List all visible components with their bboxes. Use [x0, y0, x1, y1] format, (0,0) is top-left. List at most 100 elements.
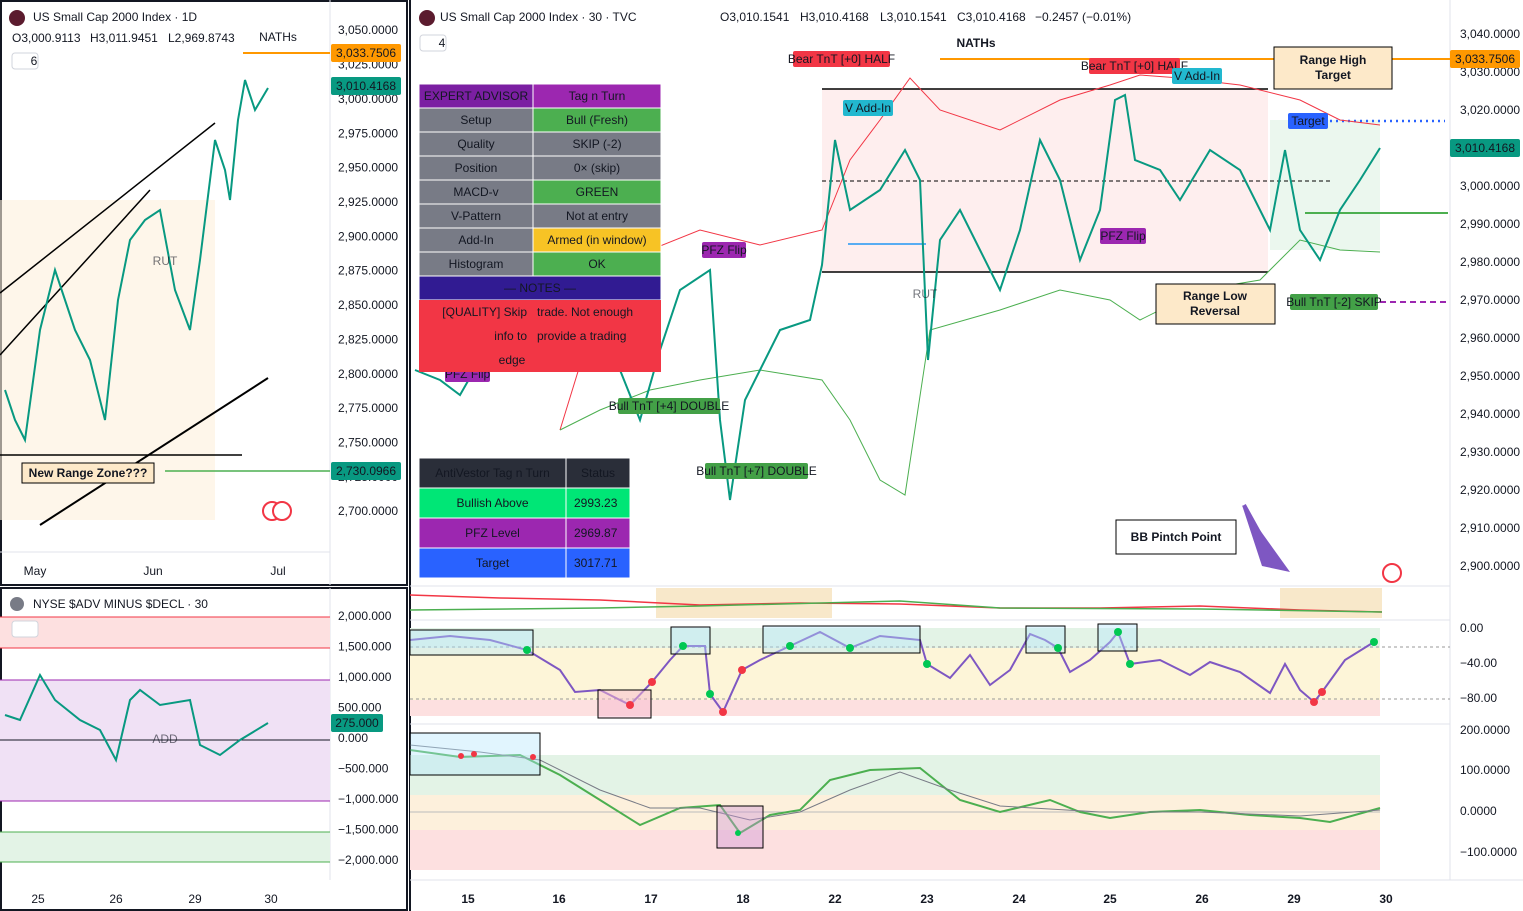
signal-dot: [923, 660, 931, 668]
table-header: AntiVestor Tag n Turn: [435, 466, 550, 480]
table-label: Target: [476, 556, 510, 570]
price-tag-bg: [331, 77, 401, 95]
x-tick-label: 29: [188, 892, 202, 906]
signal-dot: [523, 646, 531, 654]
table-header: Status: [581, 466, 615, 480]
x-tick-label: Jun: [143, 564, 162, 578]
toggle-button: [11, 620, 39, 638]
note-text: [QUALITY] Skip: [442, 305, 527, 319]
y-tick-label: 2,970.0000: [1460, 293, 1520, 307]
note-text: info to: [494, 329, 527, 343]
chart-title: US Small Cap 2000 Index · 1D: [33, 10, 197, 24]
signal-label-bg: [843, 100, 893, 116]
table-label: Bullish Above: [456, 496, 528, 510]
table-label: V-Pattern: [451, 209, 501, 223]
watermark: RUT: [153, 254, 178, 268]
signal-label-bg: [702, 242, 746, 258]
signal-label-bg: [1100, 228, 1146, 244]
x-tick-label: 26: [109, 892, 123, 906]
symbol-logo: [10, 597, 24, 611]
x-tick-label: 18: [736, 892, 750, 906]
signal-dot: [1370, 638, 1378, 646]
y-tick-label: 2,900.0000: [338, 229, 398, 243]
y-tick-label: −1,000.000: [338, 792, 399, 806]
y-tick-label: 2,775.0000: [338, 401, 398, 415]
highlight-box: [716, 805, 764, 849]
watermark: RUT: [913, 287, 938, 301]
table-header: Tag n Turn: [569, 89, 626, 103]
table-value-bg: [565, 547, 631, 579]
signal-label: Bear TnT [+0] HALF: [788, 52, 895, 66]
signal-dot: [626, 701, 634, 709]
price-path: [414, 93, 1381, 501]
signal-label: Bull TnT [+4] DOUBLE: [609, 399, 730, 413]
table-value: Bull (Fresh): [566, 113, 628, 127]
band-red: [410, 830, 1380, 870]
indicator-count: 4: [439, 36, 446, 50]
zone-shade: [1270, 120, 1380, 250]
table-value-bg: [532, 131, 662, 157]
table-label: Setup: [460, 113, 492, 127]
y-tick-label: −500.000: [338, 762, 389, 776]
y-tick-label: 2,950.0000: [338, 161, 398, 175]
highlight-box: [409, 629, 534, 656]
symbol-logo: [419, 10, 435, 26]
signal-label-bg: [1089, 58, 1180, 74]
x-tick-label: 25: [31, 892, 45, 906]
macd-line: [409, 749, 1381, 835]
y-tick-label: −80.00: [1460, 691, 1497, 705]
table-value: SKIP (-2): [572, 137, 621, 151]
y-tick-label: 2,950.0000: [1460, 369, 1520, 383]
signal-label: PFZ Flip: [701, 243, 747, 257]
x-tick-label: 25: [1103, 892, 1117, 906]
price-tag: 3,033.7506: [336, 46, 396, 60]
annotation-box: [1273, 46, 1393, 90]
table-value-bg: [532, 227, 662, 253]
price-tag: 3,010.4168: [1455, 141, 1515, 155]
signal-label-bg: [705, 463, 808, 479]
x-tick-label: 30: [264, 892, 278, 906]
annotation: Reversal: [1190, 304, 1240, 318]
signal-dot: [458, 753, 464, 759]
signal-dot: [735, 830, 741, 836]
signal-dot: [846, 644, 854, 652]
signal-label: V Add-In: [1174, 69, 1220, 83]
bb-upper: [559, 74, 1381, 431]
signal-label: Bull TnT [-2] SKIP: [1286, 295, 1382, 309]
annotation-box: [21, 462, 155, 484]
table-value-bg: [532, 179, 662, 205]
signal-dot: [1114, 628, 1122, 636]
y-tick-label: 2,900.0000: [1460, 559, 1520, 573]
band-green: [0, 832, 330, 862]
y-tick-label: 200.0000: [1460, 723, 1510, 737]
y-tick-label: 2,940.0000: [1460, 407, 1520, 421]
y-tick-label: 3,020.0000: [1460, 103, 1520, 117]
y-tick-label: 2,750.0000: [338, 435, 398, 449]
ohlc-value: O3,000.9113: [12, 31, 81, 45]
table-header-bg: [418, 457, 567, 489]
table-value-bg: [532, 107, 662, 133]
y-tick-label: 0.00: [1460, 621, 1484, 635]
signal-dot: [1310, 698, 1318, 706]
annotation: New Range Zone???: [29, 466, 148, 480]
notes-bg: [419, 300, 661, 372]
price-path: [4, 79, 269, 444]
annotation: NATHs: [956, 36, 995, 50]
table-label: MACD-v: [453, 185, 498, 199]
y-tick-label: 0.000: [338, 731, 368, 745]
x-tick-label: 23: [920, 892, 934, 906]
x-tick-label: May: [24, 564, 47, 578]
y-tick-label: 0.0000: [1460, 804, 1497, 818]
y-tick-label: 2,825.0000: [338, 332, 398, 346]
x-tick-label: 29: [1287, 892, 1301, 906]
table-label-bg: [418, 179, 534, 205]
price-tag: 275.000: [335, 716, 379, 730]
x-tick-label: 16: [552, 892, 566, 906]
table-label: Position: [455, 161, 498, 175]
price-tag: 3,033.7506: [1455, 52, 1515, 66]
y-tick-label: 1,000.000: [338, 670, 392, 684]
toggle-button: [419, 34, 447, 52]
x-tick-label: 26: [1195, 892, 1209, 906]
x-tick-label: 30: [1379, 892, 1393, 906]
y-tick-label: 2,000.000: [338, 609, 392, 623]
